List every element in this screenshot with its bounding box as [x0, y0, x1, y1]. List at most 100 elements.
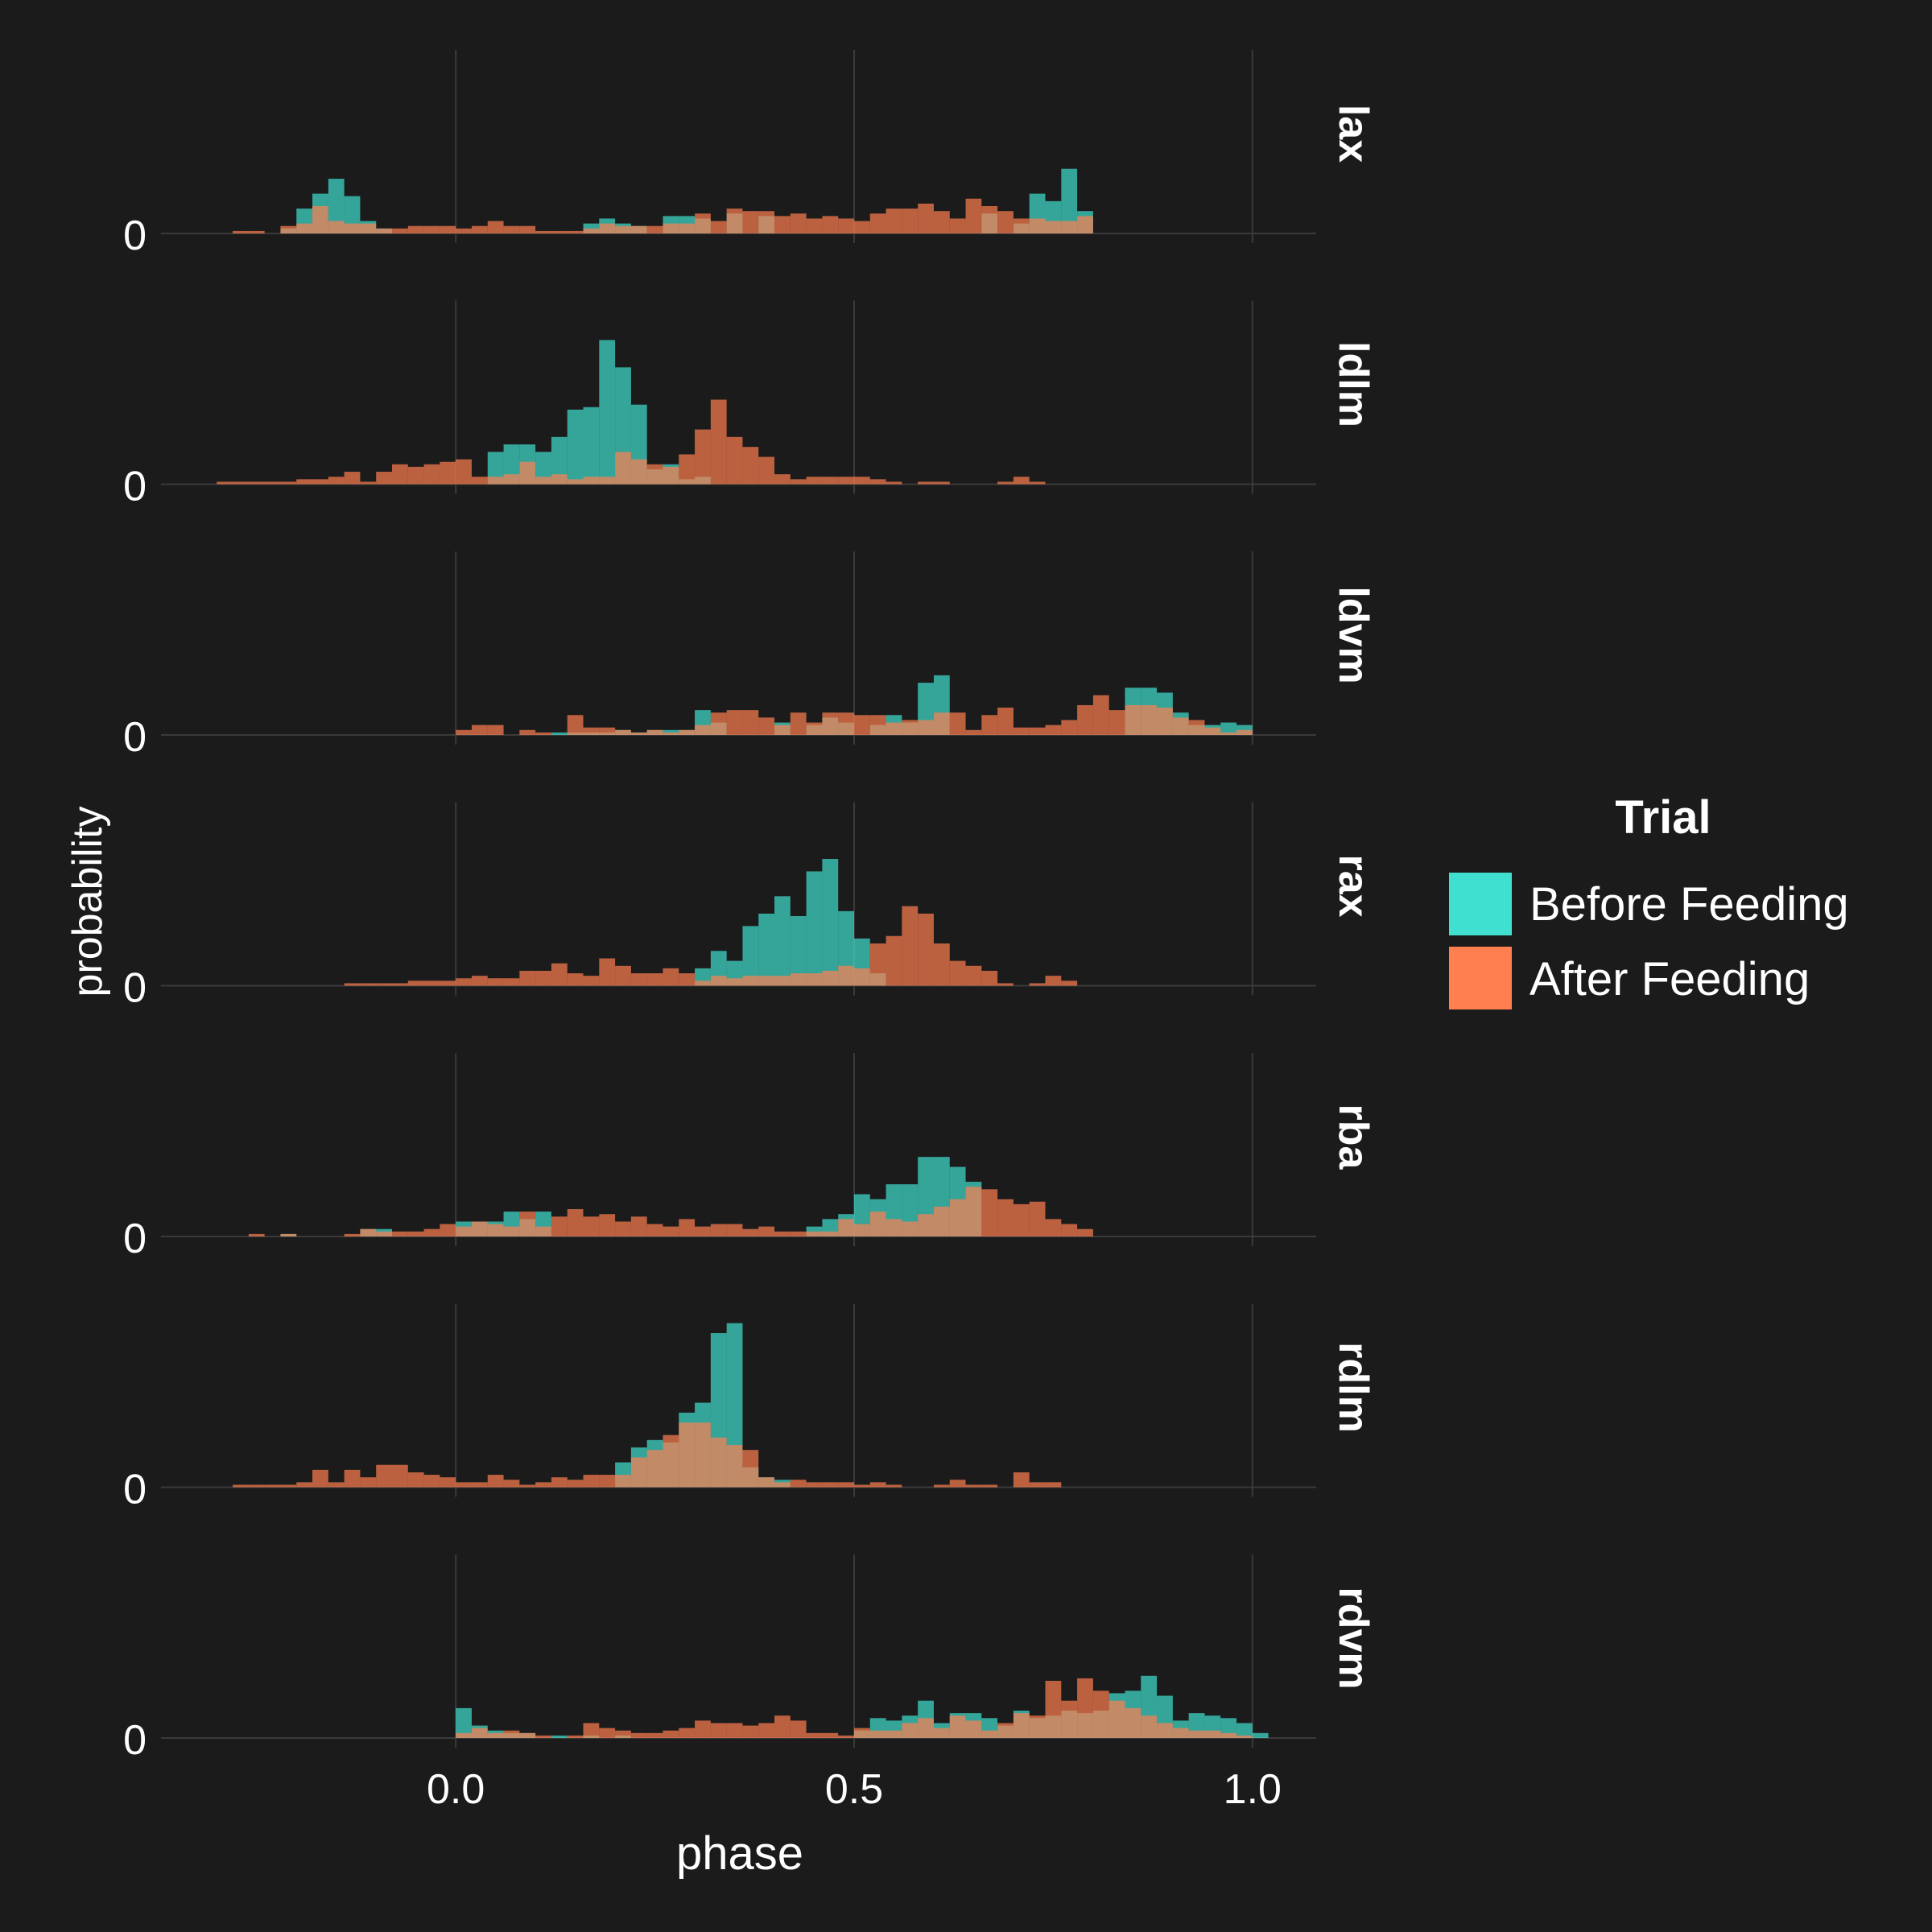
- bar-after-feeding: [599, 1475, 616, 1488]
- bar-after-feeding: [567, 973, 584, 986]
- bar-after-feeding: [726, 978, 743, 986]
- bar-after-feeding: [567, 1209, 584, 1236]
- bar-after-feeding: [456, 729, 472, 735]
- bar-after-feeding: [1045, 724, 1062, 735]
- bar-after-feeding: [1029, 1482, 1046, 1488]
- bar-before-feeding: [806, 871, 823, 986]
- bar-after-feeding: [583, 228, 600, 233]
- y-tick-label: 0: [123, 965, 147, 1012]
- bar-after-feeding: [1013, 1203, 1030, 1236]
- bar-after-feeding: [663, 1226, 679, 1236]
- bar-after-feeding: [965, 198, 982, 233]
- facet-label-rdvm: rdvm: [1330, 1587, 1377, 1689]
- bar-after-feeding: [997, 1199, 1013, 1236]
- x-tick-label: 1.0: [1224, 1766, 1282, 1813]
- legend-title: Trial: [1615, 791, 1711, 844]
- bar-after-feeding: [567, 715, 584, 735]
- bar-after-feeding: [886, 935, 902, 986]
- bar-after-feeding: [663, 1730, 679, 1738]
- bar-after-feeding: [599, 1728, 616, 1738]
- y-axis-title: probability: [64, 806, 111, 997]
- bar-after-feeding: [679, 973, 696, 986]
- bar-after-feeding: [1061, 720, 1078, 735]
- bar-after-feeding: [1125, 1707, 1141, 1738]
- bar-after-feeding: [886, 1730, 902, 1738]
- bar-after-feeding: [838, 1735, 854, 1738]
- bar-after-feeding: [949, 1480, 966, 1488]
- x-tick-label: 0.5: [825, 1766, 883, 1813]
- bar-after-feeding: [471, 1728, 488, 1738]
- bar-after-feeding: [997, 983, 1013, 986]
- bar-after-feeding: [630, 973, 647, 986]
- bar-after-feeding: [710, 1723, 727, 1738]
- bar-after-feeding: [918, 1718, 934, 1738]
- bar-after-feeding: [806, 973, 823, 986]
- bar-after-feeding: [646, 729, 663, 735]
- bar-after-feeding: [503, 474, 520, 485]
- bar-before-feeding: [328, 179, 345, 233]
- bar-after-feeding: [758, 1477, 775, 1488]
- bar-after-feeding: [312, 1469, 328, 1488]
- bar-before-feeding: [822, 859, 839, 986]
- bar-before-feeding: [535, 452, 551, 485]
- y-tick-label: 0: [123, 1717, 147, 1764]
- bar-after-feeding: [344, 1233, 361, 1236]
- bar-after-feeding: [1029, 983, 1046, 986]
- bar-after-feeding: [742, 1450, 759, 1488]
- bar-after-feeding: [519, 970, 536, 986]
- bar-after-feeding: [360, 983, 377, 986]
- bar-after-feeding: [440, 225, 456, 233]
- facet-panel-rax: 0 rax: [123, 802, 1377, 1012]
- bar-after-feeding: [567, 1735, 584, 1738]
- bar-after-feeding: [695, 1422, 711, 1488]
- bar-after-feeding: [997, 481, 1013, 485]
- bar-after-feeding: [869, 1482, 886, 1488]
- bar-after-feeding: [710, 221, 727, 233]
- bar-after-feeding: [679, 729, 696, 735]
- bar-after-feeding: [997, 211, 1013, 233]
- bar-after-feeding: [392, 464, 408, 485]
- bar-after-feeding: [392, 1231, 408, 1236]
- bar-after-feeding: [981, 970, 998, 986]
- facet-panels: 0 lax 0 ldlm 0 ldvm 0 rax 0 rba 0 rdlm 0 rdvm: [123, 50, 1377, 1764]
- bar-after-feeding: [1013, 477, 1030, 485]
- bar-after-feeding: [519, 1732, 536, 1738]
- bar-after-feeding: [854, 1224, 870, 1236]
- bar-after-feeding: [1077, 1228, 1093, 1236]
- bar-after-feeding: [264, 481, 281, 485]
- bar-after-feeding: [233, 230, 249, 233]
- bar-after-feeding: [630, 1457, 647, 1488]
- bar-after-feeding: [997, 708, 1013, 735]
- bar-after-feeding: [1172, 1728, 1189, 1738]
- bar-after-feeding: [726, 208, 743, 233]
- bar-after-feeding: [630, 732, 647, 735]
- bar-after-feeding: [965, 1484, 982, 1488]
- bar-after-feeding: [376, 228, 392, 233]
- bar-after-feeding: [1125, 704, 1141, 735]
- bar-after-feeding: [663, 732, 679, 735]
- bar-after-feeding: [519, 225, 536, 233]
- bar-after-feeding: [742, 1228, 759, 1236]
- bar-after-feeding: [583, 1216, 600, 1236]
- bar-after-feeding: [1045, 976, 1062, 986]
- bar-after-feeding: [280, 1233, 297, 1236]
- bar-after-feeding: [392, 1464, 408, 1488]
- bar-after-feeding: [296, 1482, 313, 1488]
- bar-after-feeding: [838, 965, 854, 986]
- bar-after-feeding: [918, 720, 934, 735]
- bar-after-feeding: [360, 1477, 377, 1488]
- y-tick-label: 0: [123, 714, 147, 761]
- bar-after-feeding: [726, 1445, 743, 1488]
- facet-label-lax: lax: [1330, 105, 1377, 163]
- bar-after-feeding: [646, 225, 663, 233]
- bar-after-feeding: [296, 479, 313, 485]
- bar-after-feeding: [869, 213, 886, 233]
- bar-after-feeding: [233, 1484, 249, 1488]
- bar-after-feeding: [742, 211, 759, 233]
- bar-after-feeding: [264, 1484, 281, 1488]
- bar-after-feeding: [487, 477, 504, 485]
- facet-label-ldlm: ldlm: [1330, 341, 1377, 427]
- bar-after-feeding: [822, 1231, 839, 1236]
- bar-after-feeding: [551, 230, 568, 233]
- bar-after-feeding: [567, 1480, 584, 1488]
